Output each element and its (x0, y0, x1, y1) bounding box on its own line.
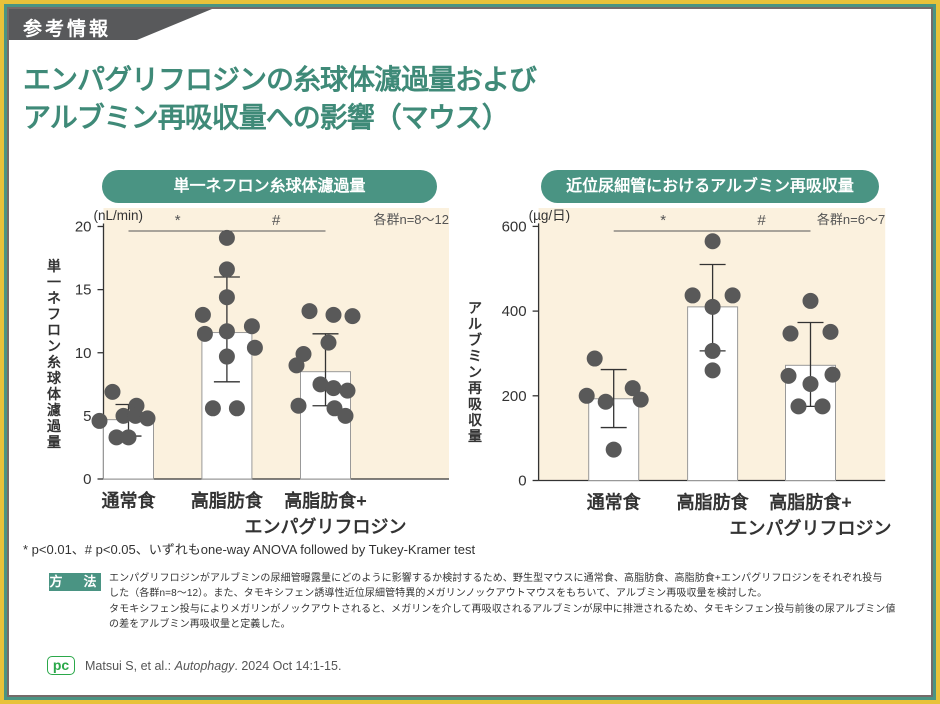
svg-text:*: * (660, 212, 666, 229)
svg-text:#: # (757, 212, 766, 229)
svg-text:高脂肪食: 高脂肪食 (191, 490, 264, 511)
svg-text:600: 600 (502, 218, 527, 235)
svg-text:5: 5 (83, 408, 91, 425)
svg-text:(nL/min): (nL/min) (94, 208, 144, 223)
svg-text:0: 0 (518, 473, 526, 490)
svg-text:10: 10 (75, 345, 92, 362)
svg-text:エンパグリフロジン: エンパグリフロジン (730, 518, 892, 537)
svg-text:エンパグリフロジン: エンパグリフロジン (245, 516, 407, 536)
svg-text:400: 400 (502, 303, 527, 320)
svg-text:200: 200 (502, 388, 527, 405)
svg-text:通常食: 通常食 (102, 490, 157, 511)
svg-text:#: # (272, 212, 281, 229)
svg-text:各群n=8〜12: 各群n=8〜12 (373, 212, 449, 227)
svg-text:0: 0 (83, 471, 91, 488)
svg-text:高脂肪食: 高脂肪食 (677, 492, 750, 513)
svg-text:通常食: 通常食 (587, 492, 642, 513)
svg-text:各群n=6〜7: 各群n=6〜7 (817, 212, 885, 227)
svg-text:高脂肪食+: 高脂肪食+ (284, 490, 367, 511)
svg-text:(µg/日): (µg/日) (529, 208, 571, 223)
svg-text:20: 20 (75, 219, 92, 236)
svg-text:*: * (175, 212, 181, 229)
svg-text:15: 15 (75, 282, 92, 299)
svg-text:高脂肪食+: 高脂肪食+ (769, 492, 852, 513)
